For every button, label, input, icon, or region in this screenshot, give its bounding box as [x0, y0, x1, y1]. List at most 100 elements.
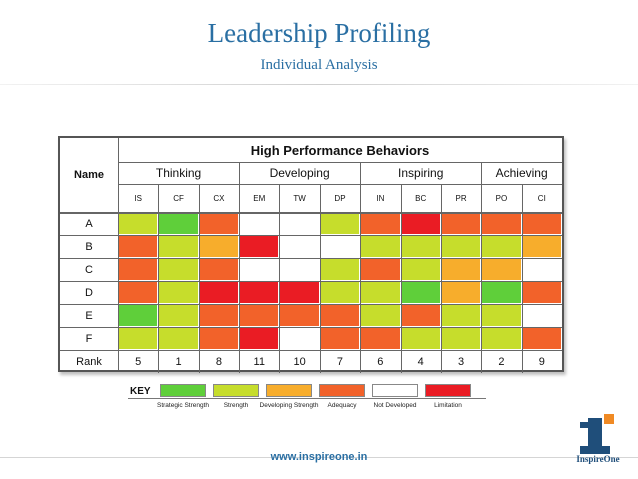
- row-name-label: C: [85, 263, 93, 276]
- rating-cell: [159, 213, 198, 234]
- rank-value: 7: [336, 355, 344, 368]
- rating-cell: [522, 213, 561, 234]
- cell-column-divider: [319, 212, 321, 373]
- rating-cell: [401, 328, 440, 349]
- rating-cell: [522, 328, 561, 349]
- row-divider: [60, 235, 562, 236]
- rank-value: 5: [135, 355, 142, 368]
- cell-column-divider: [279, 212, 281, 373]
- rating-cell: [240, 328, 279, 349]
- footer-divider: [0, 457, 638, 458]
- key-swatch: [213, 384, 259, 397]
- footer-website-link[interactable]: www.inspireone.in: [270, 451, 368, 463]
- rank-value: 9: [538, 355, 545, 368]
- cell-column-divider: [440, 212, 442, 373]
- rating-cell: [119, 213, 158, 234]
- column-divider: [239, 184, 241, 212]
- name-column-header: Name: [74, 169, 104, 181]
- group-bottom-divider: [118, 184, 562, 185]
- rating-cell: [280, 259, 319, 280]
- cell-column-divider: [198, 212, 200, 373]
- rating-cell: [119, 305, 158, 326]
- rating-cell: [159, 305, 198, 326]
- rating-cell: [441, 328, 481, 349]
- behavior-group-header: Thinking: [155, 166, 202, 180]
- rating-cell: [320, 328, 360, 349]
- cell-column-divider: [521, 212, 523, 373]
- behavior-column-header: IN: [376, 193, 385, 203]
- rating-cell: [240, 282, 279, 303]
- row-divider: [60, 304, 562, 305]
- key-label: Developing Strength: [259, 402, 319, 409]
- behavior-column-header: EM: [253, 193, 266, 203]
- rating-cell: [482, 282, 521, 303]
- rating-cell: [361, 328, 400, 349]
- rating-cell: [482, 328, 521, 349]
- key-divider: [128, 398, 486, 399]
- rating-cell: [441, 305, 481, 326]
- row-divider: [60, 281, 562, 282]
- key-label: Not Developed: [373, 402, 417, 409]
- rating-cell: [482, 259, 521, 280]
- rating-cell: [280, 328, 319, 349]
- rating-cell: [119, 282, 158, 303]
- header-bottom-divider: [60, 212, 562, 214]
- rating-cell: [199, 213, 239, 234]
- behavior-column-header: IS: [134, 193, 142, 203]
- rating-cell: [199, 328, 239, 349]
- key-swatch: [372, 384, 418, 397]
- rank-row-label: Rank: [76, 355, 102, 368]
- rank-value: 1: [175, 355, 182, 368]
- logo-wordmark: InspireOne: [576, 454, 620, 464]
- key-label: Strategic Strength: [156, 402, 210, 409]
- group-divider: [239, 162, 241, 184]
- rating-cell: [280, 236, 319, 257]
- behavior-column-header: CI: [537, 193, 546, 203]
- rating-cell: [522, 236, 561, 257]
- group-divider: [360, 162, 362, 184]
- matrix-heading: High Performance Behaviors: [250, 142, 430, 158]
- rank-value: 2: [498, 355, 505, 368]
- rating-cell: [441, 259, 481, 280]
- behavior-column-header: PO: [495, 193, 508, 203]
- behavior-column-header: CX: [213, 193, 225, 203]
- key-swatch: [160, 384, 206, 397]
- key-swatch: [266, 384, 312, 397]
- behavior-column-header: PR: [455, 193, 467, 203]
- rating-cell: [320, 236, 360, 257]
- row-divider: [60, 258, 562, 259]
- behavior-group-header: Developing: [269, 166, 330, 180]
- rating-cell: [240, 259, 279, 280]
- name-column-divider: [118, 138, 119, 370]
- column-divider: [481, 184, 483, 212]
- cell-column-divider: [239, 212, 241, 373]
- rating-cell: [159, 328, 198, 349]
- row-name-label: F: [85, 332, 93, 345]
- column-divider: [279, 184, 281, 212]
- key-label: Strength: [223, 402, 249, 409]
- rating-cell: [199, 305, 239, 326]
- rank-value: 8: [215, 355, 222, 368]
- rating-cell: [240, 213, 279, 234]
- rating-cell: [361, 282, 400, 303]
- cell-column-divider: [360, 212, 362, 373]
- rating-cell: [522, 282, 561, 303]
- key-title: KEY: [130, 386, 151, 397]
- rating-cell: [159, 282, 198, 303]
- row-name-label: B: [85, 240, 93, 253]
- rating-cell: [320, 259, 360, 280]
- rating-cell: [280, 305, 319, 326]
- key-swatch: [319, 384, 365, 397]
- rank-value: 3: [458, 355, 465, 368]
- rating-cell: [240, 305, 279, 326]
- row-name-label: A: [85, 217, 93, 230]
- inspireone-logo-icon: [580, 414, 614, 454]
- rating-cell: [522, 305, 561, 326]
- rating-cell: [240, 236, 279, 257]
- rating-cell: [361, 259, 400, 280]
- rank-value: 4: [417, 355, 424, 368]
- header-divider: [0, 84, 638, 85]
- rating-cell: [320, 282, 360, 303]
- row-divider: [60, 327, 562, 328]
- rank-value: 10: [293, 355, 306, 368]
